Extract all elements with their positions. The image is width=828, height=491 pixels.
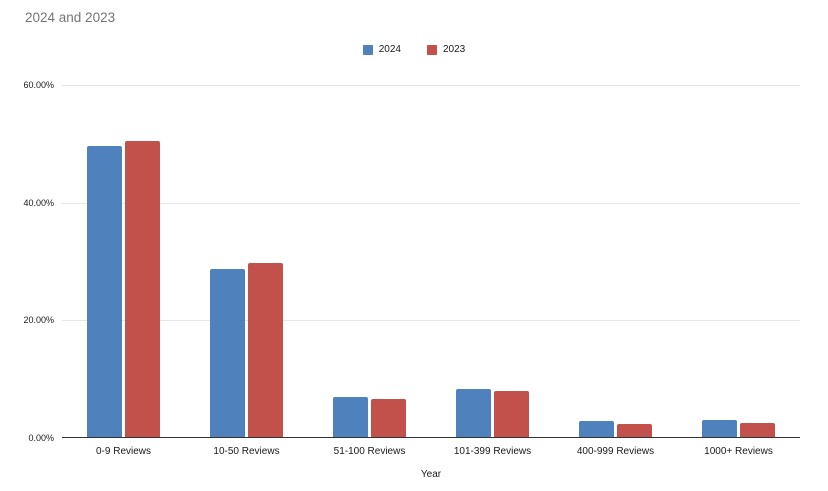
bar-2024-400-999-reviews (579, 420, 614, 438)
bar-2024-0-9-reviews (87, 145, 122, 438)
bar-2023-101-399-reviews (494, 390, 529, 438)
legend-swatch-icon (427, 44, 437, 55)
y-tick-label: 40.00% (23, 197, 54, 208)
bar-group (185, 85, 308, 438)
legend-item-2023: 2023 (427, 44, 465, 55)
bar-2024-10-50-reviews (210, 268, 245, 438)
x-category-label: 1000+ Reviews (704, 446, 773, 457)
bar-groups (62, 85, 800, 438)
gridline (62, 202, 800, 204)
bar-group (554, 85, 677, 438)
legend-item-2024: 2024 (362, 44, 401, 55)
bar-2023-1000+-reviews (740, 423, 775, 438)
x-axis-line (62, 437, 800, 438)
plot-area (62, 85, 800, 438)
y-tick-label: 60.00% (23, 80, 54, 90)
legend-label: 2023 (443, 44, 466, 55)
bar-group (677, 85, 800, 438)
chart-title: 2024 and 2023 (25, 10, 116, 25)
bar-2023-51-100-reviews (371, 398, 406, 438)
y-axis-labels: 0.00% 20.00% 40.00% 60.00% (0, 80, 54, 443)
bar-2023-10-50-reviews (248, 263, 283, 438)
bar-2024-101-399-reviews (456, 388, 491, 438)
y-tick-label: 20.00% (23, 315, 54, 326)
bar-2023-400-999-reviews (617, 423, 652, 438)
gridline (62, 320, 800, 322)
bar-group (431, 85, 554, 438)
x-category-label: 10-50 Reviews (213, 446, 280, 457)
x-category-label: 0-9 Reviews (95, 446, 152, 457)
legend: 2024 2023 (0, 44, 828, 55)
x-category-label: 101-399 Reviews (453, 446, 532, 457)
bar-group (308, 85, 431, 438)
bar-2023-0-9-reviews (125, 141, 160, 438)
gridline (62, 85, 800, 86)
x-axis-title: Year (420, 469, 442, 480)
x-category-label: 400-999 Reviews (576, 446, 655, 457)
x-axis-labels: 0-9 Reviews 10-50 Reviews 51-100 Reviews 10… (62, 441, 800, 457)
bar-2024-51-100-reviews (333, 396, 368, 438)
legend-swatch-icon (362, 44, 373, 55)
legend-label: 2024 (378, 44, 401, 55)
x-category-label: 51-100 Reviews (333, 446, 406, 457)
bar-2024-1000+-reviews (702, 420, 737, 438)
bar-group (62, 85, 185, 438)
y-tick-label: 0.00% (28, 433, 54, 443)
